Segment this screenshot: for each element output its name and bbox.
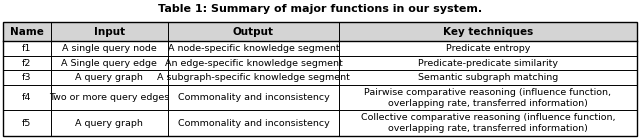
Text: Table 1: Summary of major functions in our system.: Table 1: Summary of major functions in o… <box>158 4 482 14</box>
Text: A query graph: A query graph <box>76 73 143 82</box>
Text: Commonality and inconsistency: Commonality and inconsistency <box>177 93 330 102</box>
Text: Input: Input <box>94 27 125 37</box>
Text: f2: f2 <box>22 59 31 68</box>
Bar <box>3 22 637 41</box>
Text: f5: f5 <box>22 119 31 128</box>
Text: Key techniques: Key techniques <box>443 27 533 37</box>
Text: A single query node: A single query node <box>62 44 157 53</box>
Text: An edge-specific knowledge segment: An edge-specific knowledge segment <box>164 59 342 68</box>
Text: A query graph: A query graph <box>76 119 143 128</box>
Text: Commonality and inconsistency: Commonality and inconsistency <box>177 119 330 128</box>
Text: A subgraph-specific knowledge segment: A subgraph-specific knowledge segment <box>157 73 350 82</box>
Text: Semantic subgraph matching: Semantic subgraph matching <box>418 73 558 82</box>
Text: Pairwise comparative reasoning (influence function,
overlapping rate, transferre: Pairwise comparative reasoning (influenc… <box>364 88 611 108</box>
Text: f3: f3 <box>22 73 32 82</box>
Text: Predicate-predicate similarity: Predicate-predicate similarity <box>418 59 558 68</box>
Bar <box>3 22 637 136</box>
Text: f1: f1 <box>22 44 31 53</box>
Text: Predicate entropy: Predicate entropy <box>445 44 530 53</box>
Text: A node-specific knowledge segment: A node-specific knowledge segment <box>168 44 339 53</box>
Text: Output: Output <box>233 27 274 37</box>
Text: A Single query edge: A Single query edge <box>61 59 157 68</box>
Text: Name: Name <box>10 27 44 37</box>
Text: f4: f4 <box>22 93 31 102</box>
Text: Two or more query edges: Two or more query edges <box>49 93 170 102</box>
Text: Collective comparative reasoning (influence function,
overlapping rate, transfer: Collective comparative reasoning (influe… <box>361 113 615 133</box>
